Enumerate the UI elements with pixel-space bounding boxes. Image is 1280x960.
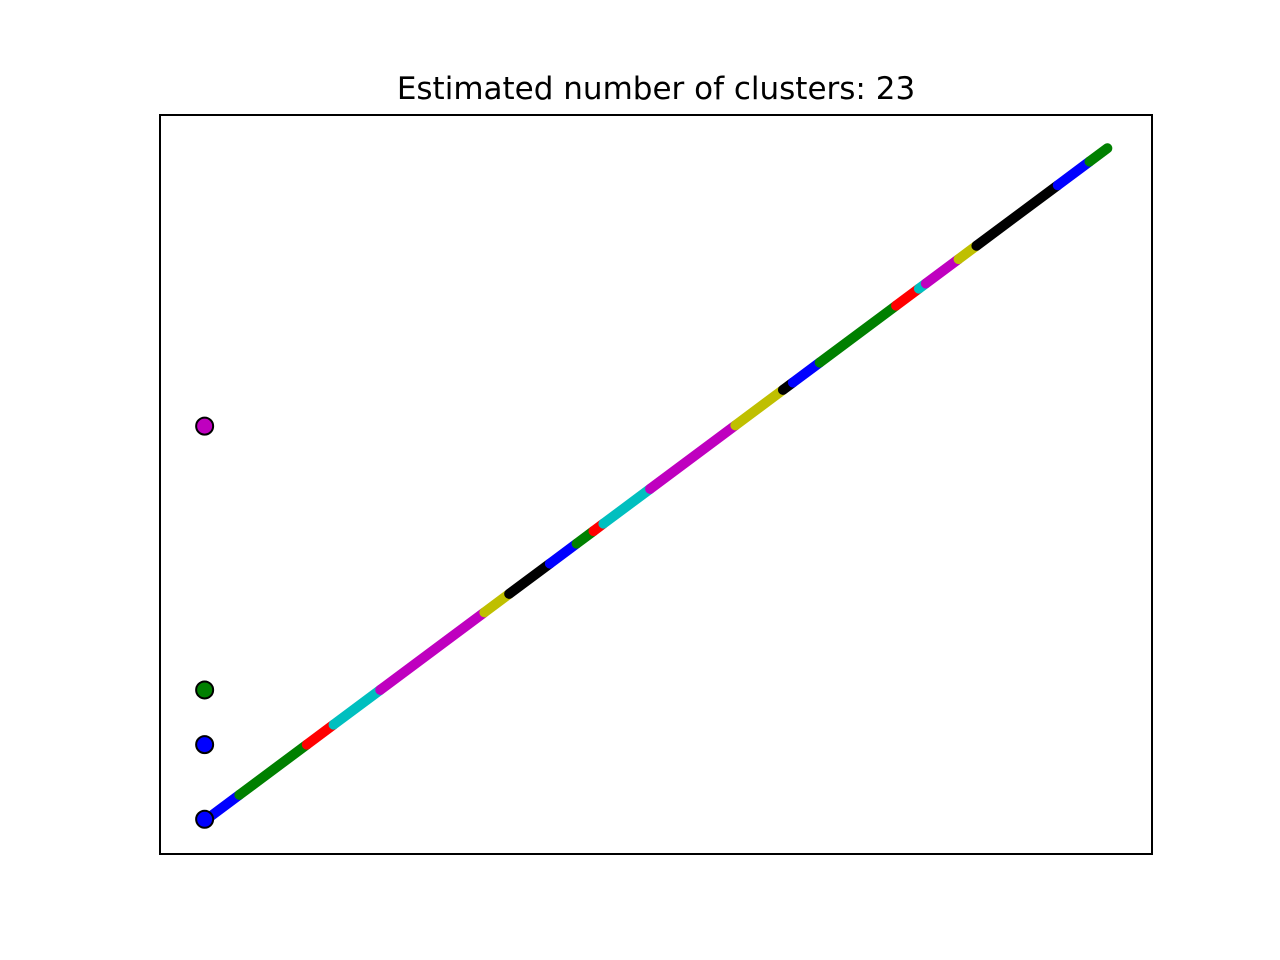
cluster-segment-13 <box>730 384 788 431</box>
cluster-segments <box>199 143 1113 826</box>
cluster-marker-2 <box>195 680 215 700</box>
cluster-segment-12 <box>645 420 741 494</box>
cluster-segment-16 <box>814 300 902 368</box>
cluster-core-markers <box>195 416 215 829</box>
plot-area-frame <box>159 114 1153 855</box>
cluster-segment-6 <box>479 588 515 618</box>
cluster-segment-22 <box>1052 156 1095 191</box>
cluster-segment-15 <box>787 357 825 388</box>
cluster-segment-5 <box>375 607 490 695</box>
cluster-segment-11 <box>598 483 656 529</box>
cluster-segment-8 <box>544 538 582 569</box>
cluster-segment-4 <box>328 684 386 730</box>
cluster-segment-23 <box>1084 143 1113 167</box>
cluster-segment-7 <box>504 558 555 599</box>
cluster-segment-21 <box>971 180 1063 251</box>
cluster-segment-2 <box>234 739 312 800</box>
cluster-segment-3 <box>301 719 339 750</box>
cluster-marker-1 <box>195 416 215 436</box>
cluster-marker-4 <box>195 809 215 829</box>
cluster-marker-3 <box>195 735 215 755</box>
cluster-segment-19 <box>920 254 964 289</box>
chart-title: Estimated number of clusters: 23 <box>397 71 915 107</box>
